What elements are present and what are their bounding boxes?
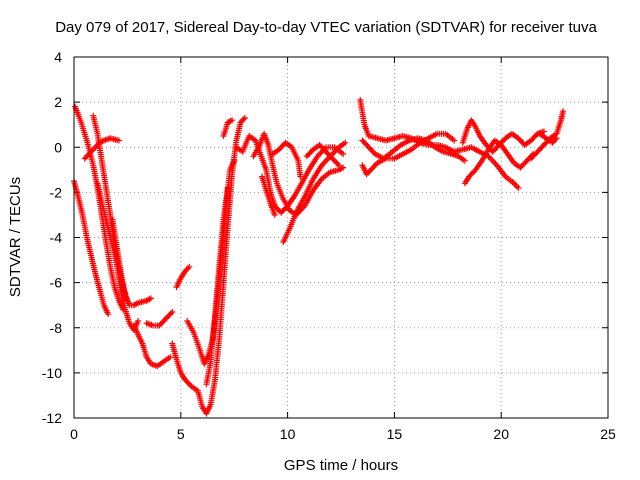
x-tick-label: 5 — [177, 426, 185, 442]
data-points — [71, 96, 567, 417]
data-point — [560, 108, 567, 115]
x-tick-label: 25 — [600, 426, 616, 442]
data-point — [539, 143, 546, 150]
data-series — [81, 135, 122, 162]
data-series — [250, 130, 347, 218]
data-point — [86, 150, 93, 157]
y-tick-label: 0 — [54, 139, 62, 155]
data-point — [84, 152, 91, 159]
data-series — [143, 309, 176, 329]
data-series — [461, 137, 537, 187]
data-point — [461, 157, 468, 164]
data-point — [231, 157, 238, 164]
y-tick-label: -2 — [50, 184, 63, 200]
y-tick-label: 2 — [54, 94, 62, 110]
x-tick-label: 20 — [493, 426, 509, 442]
data-series — [269, 139, 304, 180]
data-series — [303, 142, 342, 169]
data-point — [147, 295, 154, 302]
x-tick-label: 15 — [387, 426, 403, 442]
y-axis-ticks: -12 -10 -8 -6 -4 -2 0 2 4 — [42, 49, 608, 426]
data-series — [536, 130, 560, 146]
y-tick-label: -4 — [50, 230, 63, 246]
data-point — [335, 162, 342, 169]
data-series — [280, 139, 349, 245]
data-point — [271, 211, 278, 218]
grid-lines — [74, 57, 608, 418]
data-point — [451, 137, 458, 144]
data-series — [220, 117, 236, 139]
data-point — [519, 139, 526, 146]
data-series — [130, 322, 174, 370]
data-point — [553, 135, 560, 142]
data-point — [535, 147, 542, 154]
data-series — [109, 216, 154, 309]
x-tick-label: 0 — [70, 426, 78, 442]
data-point — [229, 117, 236, 124]
y-tick-label: -6 — [50, 275, 63, 291]
data-point — [168, 310, 174, 317]
data-series — [203, 184, 231, 388]
data-point — [169, 309, 176, 315]
data-point — [515, 184, 522, 191]
data-point — [224, 184, 231, 191]
data-point — [342, 139, 349, 146]
data-point — [167, 354, 174, 361]
data-point — [135, 318, 142, 324]
data-point — [525, 156, 532, 163]
y-tick-label: -8 — [50, 320, 63, 336]
plot-frame — [73, 56, 609, 419]
y-tick-label: -10 — [42, 365, 62, 381]
data-point — [115, 137, 122, 144]
data-point — [540, 128, 547, 135]
data-point — [241, 114, 248, 121]
x-axis-label: GPS time / hours — [284, 457, 398, 474]
data-series — [259, 173, 278, 218]
data-point — [105, 311, 112, 318]
data-series — [173, 263, 193, 291]
data-point — [340, 164, 347, 171]
y-tick-label: 4 — [54, 49, 62, 65]
data-series — [94, 180, 142, 333]
data-series — [528, 108, 567, 162]
y-axis-label: SDTVAR / TECUs — [7, 177, 24, 297]
chart-title: Day 079 of 2017, Sidereal Day-to-day VTE… — [55, 19, 597, 36]
y-tick-label: -12 — [42, 410, 62, 426]
x-tick-label: 10 — [280, 426, 296, 442]
data-point — [297, 173, 304, 180]
data-point — [186, 263, 193, 270]
data-series — [233, 133, 347, 216]
data-point — [528, 155, 535, 162]
data-series — [359, 130, 458, 178]
data-point — [340, 151, 347, 157]
x-axis-ticks: 0 5 10 15 20 25 — [70, 57, 616, 442]
